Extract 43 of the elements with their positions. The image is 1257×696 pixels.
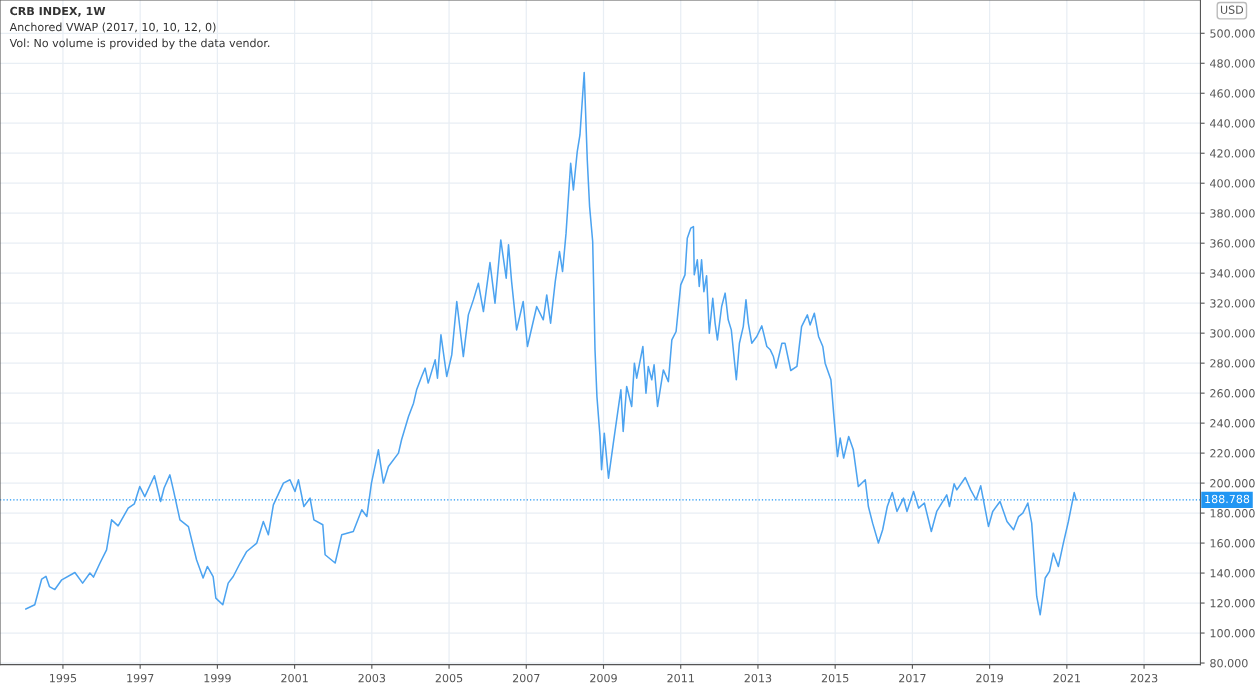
y-tick-label: 380.000 (1210, 209, 1255, 218)
y-tick-label: 360.000 (1210, 239, 1255, 248)
x-tick-label: 2005 (435, 673, 463, 683)
y-tick-label: 440.000 (1210, 119, 1255, 128)
x-tick-label: 2003 (358, 673, 386, 683)
ref-line-label: 188.788 (1205, 494, 1250, 504)
x-tick-label: 1997 (127, 673, 154, 683)
x-tick-label: 2001 (281, 673, 308, 683)
y-tick-label: 200.000 (1210, 479, 1255, 488)
annotation: Vol: No volume is provided by the data vendor. (9, 38, 270, 50)
x-tick-label: 2007 (512, 673, 540, 683)
y-tick-label: 280.000 (1210, 359, 1255, 368)
x-tick-label: 2021 (1053, 673, 1080, 683)
x-tick-label: 2011 (667, 673, 694, 683)
y-axis-title: USD (1220, 5, 1244, 14)
text: CRB INDEX, 1W (10, 6, 106, 17)
y-tick-label: 120.000 (1210, 599, 1255, 608)
line-series (25, 71, 1077, 616)
y-tick-label: 220.000 (1210, 449, 1255, 458)
y-tick-label: 160.000 (1210, 539, 1255, 548)
x-tick-label: 2009 (590, 673, 617, 683)
y-tick-label: 320.000 (1210, 299, 1255, 308)
x-tick-label: 2017 (899, 673, 926, 683)
y-tick-label: 260.000 (1210, 389, 1255, 398)
y-tick-label: 420.000 (1210, 149, 1255, 158)
y-tick-label: 180.000 (1210, 509, 1255, 518)
y-tick-label: 480.000 (1210, 59, 1255, 68)
y-tick-label: 80.000 (1210, 659, 1248, 668)
x-tick-label: 2023 (1130, 673, 1158, 683)
annotation: Anchored VWAP (2017, 10, 10, 12, 0) (9, 22, 216, 33)
y-tick-label: 100.000 (1210, 629, 1255, 638)
y-tick-label: 340.000 (1210, 269, 1255, 278)
y-tick-label: 240.000 (1210, 419, 1255, 428)
x-tick-label: 2015 (821, 673, 849, 683)
x-tick-label: 2019 (976, 673, 1003, 683)
y-tick-label: 500.000 (1210, 29, 1255, 38)
y-tick-label: 460.000 (1210, 89, 1255, 98)
y-tick-label: 140.000 (1210, 569, 1255, 578)
y-tick-label: 300.000 (1210, 329, 1255, 338)
y-tick-label: 400.000 (1210, 179, 1255, 188)
x-tick-label: 1995 (50, 673, 77, 683)
x-tick-label: 1999 (204, 673, 231, 683)
x-tick-label: 2013 (744, 673, 772, 683)
